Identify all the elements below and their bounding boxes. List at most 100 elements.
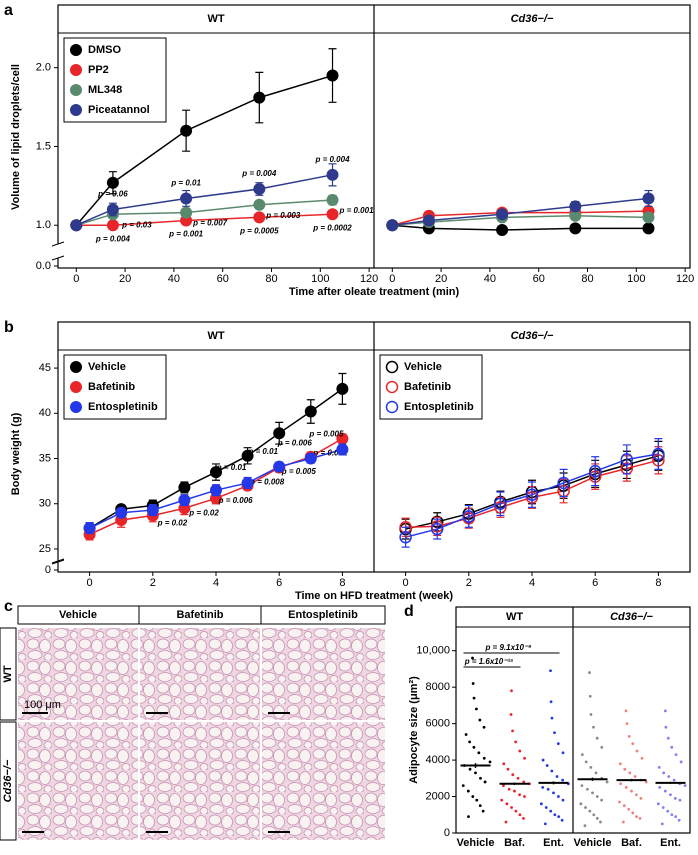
x-tick-label: Baf. <box>504 837 525 849</box>
x-axis-label: Time on HFD treatment (week) <box>295 590 453 602</box>
error-bar <box>622 444 631 475</box>
data-point <box>605 780 609 784</box>
p-value-label: p = 0.005 <box>308 430 344 439</box>
data-point <box>633 775 637 778</box>
data-point <box>673 796 677 800</box>
data-point <box>273 427 286 440</box>
data-point <box>642 211 655 224</box>
legend-label: Vehicle <box>88 361 126 373</box>
data-point <box>461 784 465 788</box>
data-point <box>210 466 222 479</box>
data-point <box>83 522 96 535</box>
data-point <box>622 804 626 808</box>
x-tick-label: 60 <box>217 273 229 285</box>
x-tick-label: 8 <box>655 577 661 589</box>
data-point <box>667 775 671 778</box>
data-point <box>664 725 668 729</box>
error-bar <box>591 456 600 487</box>
data-point <box>210 484 222 497</box>
data-point <box>511 729 514 733</box>
data-point <box>180 206 193 219</box>
data-point <box>541 786 545 789</box>
data-point <box>478 804 482 808</box>
data-point <box>115 506 128 519</box>
data-point <box>513 789 516 793</box>
data-point <box>430 522 444 536</box>
data-point <box>326 69 339 82</box>
data-point <box>518 749 522 753</box>
legend-label: DMSO <box>88 44 121 56</box>
x-tick-label: 0 <box>87 577 93 589</box>
data-point <box>630 789 633 793</box>
data-point <box>584 760 588 764</box>
p-value-label: p = 0.005 <box>281 467 317 476</box>
data-point <box>477 751 481 755</box>
x-tick-label: 20 <box>435 273 447 285</box>
data-point <box>639 796 643 800</box>
legend-label: Entospletinib <box>404 401 474 413</box>
legend-label: Bafetinib <box>88 381 135 393</box>
legend-swatch <box>70 104 82 116</box>
data-point <box>106 203 119 216</box>
data-point <box>506 767 510 771</box>
data-point <box>482 725 486 729</box>
data-point <box>273 460 286 473</box>
x-tick-label: 6 <box>592 577 598 589</box>
x-tick-label: 120 <box>360 273 378 285</box>
data-point <box>555 775 559 778</box>
panel-label: a <box>4 2 13 19</box>
data-point <box>475 707 478 711</box>
p-value-label: p = 0.02 <box>157 518 188 527</box>
scale-label: 100 μm <box>24 699 61 711</box>
data-point <box>600 745 604 749</box>
data-point <box>618 762 622 766</box>
facet-title: Cd36−/− <box>511 13 554 25</box>
data-point <box>656 802 660 806</box>
data-point <box>642 222 655 235</box>
x-tick-label: 100 <box>627 273 645 285</box>
data-point <box>589 765 593 769</box>
error-bar <box>528 481 536 508</box>
micrograph <box>18 628 138 720</box>
y-tick-label: 40 <box>39 407 51 419</box>
facet-title: Cd36−/− <box>610 611 653 623</box>
x-tick-label: 0 <box>389 273 395 285</box>
data-point <box>471 682 475 685</box>
data-point <box>620 453 634 466</box>
data-point <box>253 91 266 104</box>
error-bar <box>654 438 663 470</box>
data-point <box>561 778 565 782</box>
x-tick-label: 80 <box>581 273 593 285</box>
x-tick-label: 2 <box>150 577 156 589</box>
data-point <box>658 786 662 789</box>
data-point <box>510 806 513 809</box>
column-label: Bafetinib <box>176 609 223 621</box>
legend-swatch <box>70 381 82 393</box>
x-tick-label: 0 <box>403 577 409 589</box>
facet-title: WT <box>207 13 224 25</box>
data-point <box>514 740 518 744</box>
data-point <box>326 208 339 221</box>
x-axis-label: Time after oleate treatment (min) <box>289 286 460 298</box>
x-tick-label: 4 <box>529 577 535 589</box>
micrograph <box>262 722 385 840</box>
data-point <box>507 787 511 791</box>
data-point <box>399 530 412 544</box>
data-point <box>468 740 472 744</box>
axis-break-mark <box>51 241 65 247</box>
data-point <box>583 824 587 828</box>
column-label: Entospletinib <box>288 609 358 621</box>
data-point <box>644 780 648 784</box>
y-tick-label: 6000 <box>426 718 450 730</box>
data-point <box>557 815 561 818</box>
data-point <box>627 807 631 811</box>
legend-swatch <box>70 44 82 56</box>
data-point <box>580 753 584 757</box>
axis-break-mark <box>51 559 65 565</box>
data-point <box>635 749 639 753</box>
x-tick-label: 100 <box>311 273 329 285</box>
error-bar <box>496 491 505 517</box>
data-point <box>253 198 266 211</box>
p-value-label: p = 0.004 <box>95 234 131 243</box>
data-point <box>522 780 526 784</box>
